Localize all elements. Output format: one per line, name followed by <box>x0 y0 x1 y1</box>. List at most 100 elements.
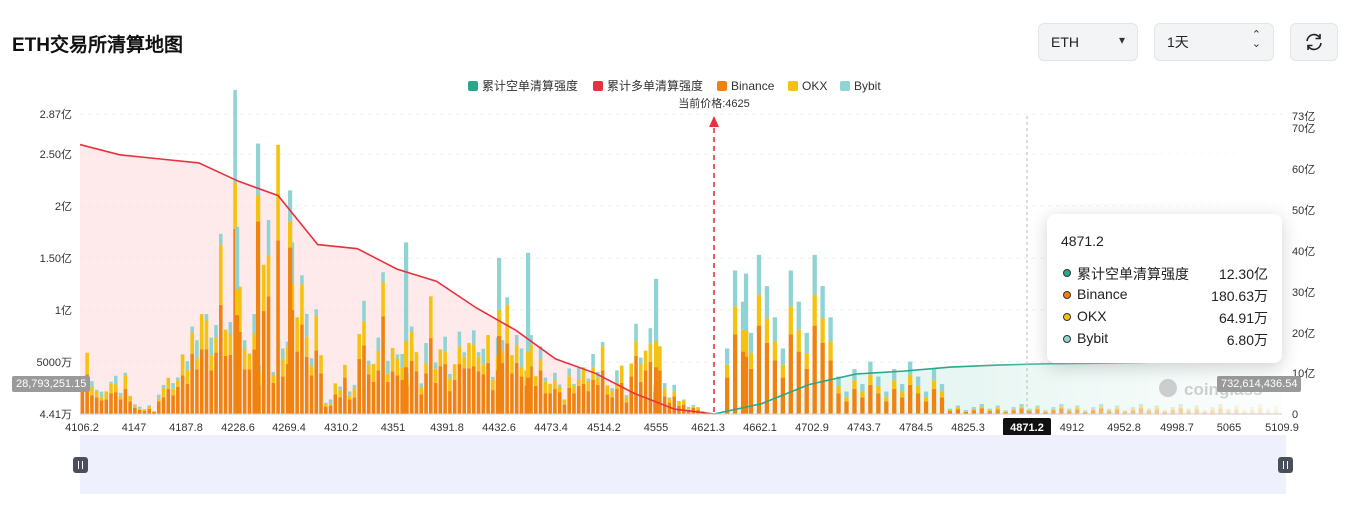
bar-okx <box>252 333 256 350</box>
bar-okx <box>276 144 280 241</box>
bar-okx <box>497 310 502 336</box>
bar-binance <box>276 240 280 414</box>
bar-bybit <box>648 328 653 344</box>
left-tick-label: 1.50亿 <box>40 252 72 265</box>
bar-okx <box>233 182 237 229</box>
bar-okx <box>667 398 672 403</box>
bar-group <box>80 90 1279 414</box>
bar-binance <box>381 316 385 414</box>
bar-binance <box>176 386 180 414</box>
bar-bybit <box>591 353 595 368</box>
bar-bybit <box>266 220 271 256</box>
bar-okx <box>491 379 495 391</box>
bar-okx <box>314 315 319 351</box>
bar-bybit <box>156 394 161 399</box>
x-tick-label: 4555 <box>644 422 668 434</box>
bar-okx <box>190 332 194 354</box>
bar-binance <box>476 371 481 414</box>
bar-bybit <box>400 353 404 368</box>
bar-binance <box>324 406 328 414</box>
bar-okx <box>395 358 400 376</box>
bar-binance <box>288 247 293 414</box>
bar-binance <box>828 360 833 414</box>
bar-binance <box>538 370 543 414</box>
bar-binance <box>147 408 151 414</box>
bar-okx <box>514 345 519 364</box>
bar-binance <box>209 370 214 414</box>
bar-bybit <box>672 384 676 392</box>
bar-bybit <box>639 357 643 365</box>
bar-binance <box>90 395 94 414</box>
coin-select[interactable]: ETH ▾ <box>1038 23 1138 61</box>
bar-binance <box>639 381 643 414</box>
bar-okx <box>328 403 333 406</box>
bar-okx <box>462 356 466 369</box>
bar-bybit <box>526 252 531 378</box>
bar-okx <box>452 364 457 380</box>
bar-okx <box>619 365 624 383</box>
updown-chevron-icon: ⌃ ⌄ <box>1251 29 1261 50</box>
bar-binance <box>740 351 746 414</box>
x-tick-label: 4784.5 <box>899 422 933 434</box>
bar-okx <box>562 399 567 405</box>
bar-okx <box>109 383 113 394</box>
bar-binance <box>868 384 873 414</box>
bar-binance <box>429 338 433 414</box>
bar-binance <box>152 411 156 414</box>
refresh-button[interactable] <box>1290 23 1338 61</box>
legend[interactable]: 累计空单清算强度 累计多单清算强度 Binance OKX Bybit <box>468 78 881 93</box>
bar-binance <box>947 411 953 414</box>
bar-okx <box>701 410 705 412</box>
bar-binance <box>562 404 567 414</box>
bar-okx <box>639 364 643 382</box>
bar-binance <box>118 399 123 414</box>
bar-okx <box>788 306 793 335</box>
bar-bybit <box>161 384 166 389</box>
bar-binance <box>114 392 118 414</box>
bar-okx <box>85 352 89 375</box>
bar-okx <box>481 364 486 375</box>
bar-binance <box>362 345 366 414</box>
bar-binance <box>271 382 276 414</box>
bar-okx <box>780 364 785 378</box>
bar-okx <box>576 378 581 386</box>
bar-binance <box>667 402 672 414</box>
bar-okx <box>677 401 681 406</box>
bar-bybit <box>615 370 619 383</box>
bar-okx <box>223 329 228 356</box>
bar-binance <box>796 351 801 414</box>
legend-long: 累计多单清算强度 <box>607 78 703 93</box>
bar-bybit <box>876 376 881 386</box>
bar-binance <box>438 366 443 414</box>
bar-okx <box>643 350 648 371</box>
bar-okx <box>812 294 817 326</box>
bar-binance <box>804 368 809 414</box>
bar-binance <box>457 364 462 414</box>
bar-binance <box>285 364 290 414</box>
bar-okx <box>123 375 128 390</box>
x-tick-label: 5109.9 <box>1265 422 1299 434</box>
bar-okx <box>166 377 171 390</box>
bar-bybit <box>409 326 414 332</box>
bar-okx <box>338 389 342 398</box>
zoom-handle-left <box>73 457 88 473</box>
bar-bybit <box>123 372 128 376</box>
bar-binance <box>572 393 576 414</box>
bar-okx <box>214 337 218 353</box>
bar-okx <box>732 306 738 335</box>
bar-binance <box>672 396 676 414</box>
bar-okx <box>347 395 352 400</box>
bar-okx <box>381 282 385 317</box>
tooltip-title: 4871.2 <box>1061 233 1104 249</box>
bar-binance <box>481 374 486 414</box>
bar-okx <box>362 321 366 346</box>
bar-binance <box>419 394 424 414</box>
bar-bybit <box>519 348 524 368</box>
bar-okx <box>300 284 304 325</box>
bar-binance <box>836 393 841 414</box>
range-select[interactable]: 1天 ⌃ ⌄ <box>1154 23 1274 61</box>
bar-binance <box>309 375 314 414</box>
bar-binance <box>376 370 381 414</box>
bar-binance <box>629 376 634 414</box>
